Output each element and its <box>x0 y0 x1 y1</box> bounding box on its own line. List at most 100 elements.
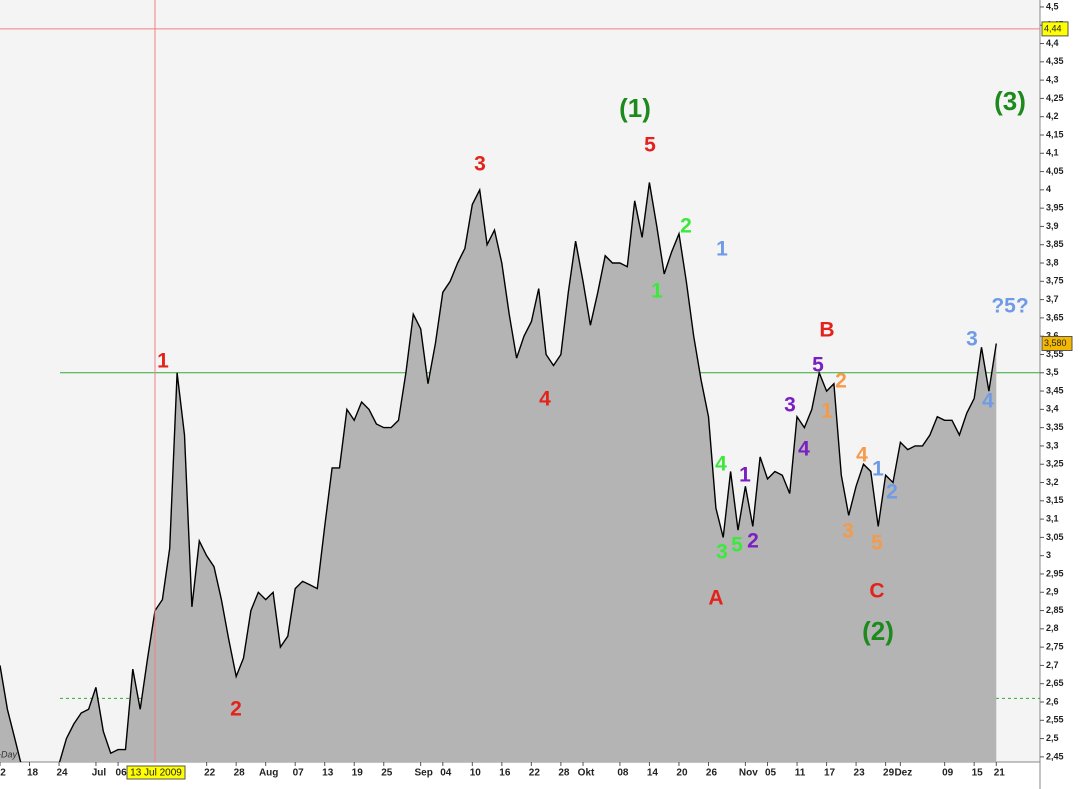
y-tick-label: 4,25 <box>1046 93 1064 103</box>
y-tick-label: 4,5 <box>1046 1 1059 11</box>
wave-label: 5 <box>644 134 656 157</box>
y-tick-label: 3,6 <box>1046 331 1059 341</box>
x-tick-label: 08 <box>617 768 629 779</box>
x-tick-label: 28 <box>234 768 246 779</box>
wave-label: 2 <box>230 698 242 721</box>
last-price-box <box>1041 336 1073 352</box>
y-tick-label: 4,2 <box>1046 111 1059 121</box>
x-tick-label: Sep <box>414 768 432 779</box>
x-tick-label: 13 <box>322 768 334 779</box>
x-tick-label: Aug <box>259 768 278 779</box>
wave-label: 1 <box>157 350 169 373</box>
x-tick-label: 16 <box>499 768 511 779</box>
y-tick-label: 3,1 <box>1046 513 1059 523</box>
y-tick-label: 2,9 <box>1046 587 1059 597</box>
y-tick-label: 3,5 <box>1046 367 1059 377</box>
wave-label: 5 <box>731 534 743 557</box>
y-tick-label: 4,15 <box>1046 129 1064 139</box>
crosshair-x-label: 13 Jul 2009 <box>130 768 182 779</box>
wave-label: C <box>869 580 884 603</box>
y-tick-label: 2,55 <box>1046 715 1064 725</box>
wave-label: 1 <box>651 280 663 303</box>
y-tick-label: 3,8 <box>1046 257 1059 267</box>
y-tick-label: 3,7 <box>1046 294 1059 304</box>
x-tick-label: 20 <box>676 768 688 779</box>
y-tick-label: 3 <box>1046 550 1051 560</box>
wave-label: 5 <box>812 354 824 377</box>
x-tick-label: 25 <box>381 768 393 779</box>
y-tick-label: 2,65 <box>1046 678 1064 688</box>
area <box>0 182 997 762</box>
wave-label: 1 <box>872 458 884 481</box>
y-tick-label: 3,95 <box>1046 203 1064 213</box>
x-tick-label: 11 <box>795 768 806 779</box>
x-tick-label: 22 <box>529 768 541 779</box>
y-tick-label: 3,05 <box>1046 532 1064 542</box>
wave-label: 4 <box>856 444 868 467</box>
x-tick-label: 18 <box>27 768 39 779</box>
timeframe: -Day <box>0 749 18 759</box>
x-tick-label: 17 <box>824 768 836 779</box>
x-tick-label: 07 <box>293 768 305 779</box>
y-tick-label: 3,45 <box>1046 385 1064 395</box>
wave-label: 3 <box>842 520 854 543</box>
x-tick-label: 24 <box>56 768 68 779</box>
wave-label: (2) <box>862 616 894 646</box>
y-tick-label: 3,4 <box>1046 404 1059 414</box>
x-tick-label: 14 <box>647 768 659 779</box>
wave-label: A <box>708 587 723 610</box>
y-tick-label: 4,35 <box>1046 56 1064 66</box>
x-tick-label: 15 <box>972 768 984 779</box>
wave-label: 4 <box>798 438 810 461</box>
price-line <box>0 182 997 762</box>
y-tick-label: 2,5 <box>1046 733 1059 743</box>
y-tick-label: 2,95 <box>1046 568 1064 578</box>
crosshair-x-box <box>126 765 186 780</box>
y-tick-label: 2,85 <box>1046 605 1064 615</box>
wave-label: 2 <box>680 215 692 238</box>
x-tick-label: 10 <box>470 768 482 779</box>
crosshair-y-box <box>1041 21 1069 37</box>
y-tick-label: 4,05 <box>1046 166 1064 176</box>
wave-label: 4 <box>982 390 994 413</box>
y-tick-label: 3,3 <box>1046 440 1059 450</box>
wave-label: 3 <box>716 541 728 564</box>
last-price-label: 3,580 <box>1044 338 1067 348</box>
wave-label: 3 <box>784 394 796 417</box>
wave-label: ?5? <box>991 295 1028 318</box>
y-tick-label: 3,35 <box>1046 422 1064 432</box>
y-tick-label: 4,4 <box>1046 38 1059 48</box>
x-tick-label: 21 <box>994 768 1006 779</box>
y-tick-label: 3,75 <box>1046 276 1064 286</box>
wave-label: 3 <box>474 153 486 176</box>
plot <box>0 182 1040 762</box>
wave-label: (3) <box>994 86 1026 116</box>
y-tick-label: 2,7 <box>1046 660 1059 670</box>
x-tick-label: 22 <box>204 768 216 779</box>
y-tick-label: 4 <box>1046 184 1051 194</box>
x-tick-label: 26 <box>706 768 718 779</box>
x-tick-label: 06 <box>116 768 128 779</box>
y-axis-area <box>1040 0 1085 789</box>
y-tick-label: 3,15 <box>1046 495 1064 505</box>
wave-label: 4 <box>715 453 727 476</box>
x-tick-label: 23 <box>854 768 866 779</box>
y-tick-label: 3,9 <box>1046 221 1059 231</box>
wave-label: 1 <box>821 400 833 423</box>
x-tick-label: 28 <box>558 768 570 779</box>
y-tick-label: 4,1 <box>1046 148 1059 158</box>
wave-label: 1 <box>739 464 751 487</box>
wave-label: (1) <box>619 93 651 123</box>
x-tick-label: Dez <box>894 768 912 779</box>
y-tick-label: 2,75 <box>1046 642 1064 652</box>
wave-label: 2 <box>747 530 759 553</box>
x-tick-label: 09 <box>942 768 954 779</box>
y-tick-label: 2,6 <box>1046 696 1059 706</box>
x-tick-label: 05 <box>765 768 777 779</box>
wave-label: 3 <box>966 328 978 351</box>
wave-label: 4 <box>539 388 551 411</box>
y-tick-label: 3,65 <box>1046 312 1064 322</box>
wave-label: 2 <box>835 370 847 393</box>
y-tick-label: 3,85 <box>1046 239 1064 249</box>
